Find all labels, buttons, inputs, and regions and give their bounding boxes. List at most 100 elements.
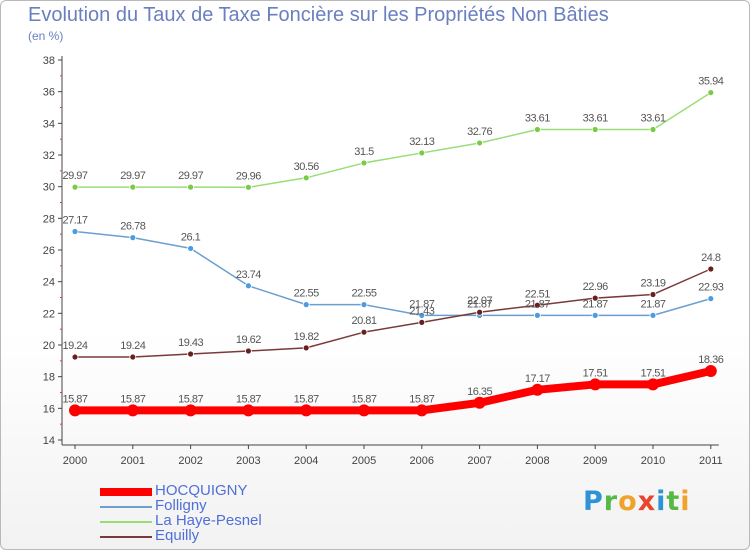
y-tick-label: 16	[43, 403, 55, 415]
data-label: 21.87	[583, 298, 608, 310]
data-label: 15.87	[294, 393, 319, 405]
legend-item: Folligny	[100, 497, 350, 514]
legend-item: Equilly	[100, 527, 350, 544]
data-label: 15.87	[409, 393, 434, 405]
x-tick-label: 2007	[467, 455, 491, 467]
data-label: 23.74	[236, 269, 261, 281]
data-label: 31.5	[354, 146, 374, 158]
data-label: 22.55	[294, 288, 319, 300]
data-point	[244, 183, 252, 191]
x-tick-label: 2004	[294, 455, 318, 467]
data-point	[415, 404, 428, 417]
data-point	[649, 311, 657, 319]
data-label: 30.56	[294, 161, 319, 173]
data-label: 15.87	[351, 393, 376, 405]
data-label: 19.82	[294, 331, 319, 343]
series-line-folligny	[74, 230, 712, 317]
data-point	[649, 126, 657, 133]
data-label: 33.61	[583, 113, 608, 125]
data-point	[418, 318, 426, 326]
data-label: 17.51	[583, 367, 608, 379]
data-point	[69, 404, 81, 417]
data-label: 29.97	[120, 170, 145, 182]
data-point	[302, 174, 310, 182]
legend-item: La Haye-Pesnel	[100, 512, 350, 529]
data-point	[129, 353, 137, 361]
series-line-la-haye-pesnel	[74, 91, 712, 189]
data-label: 29.96	[236, 170, 261, 182]
data-point	[358, 404, 370, 417]
data-label: 32.13	[409, 136, 434, 148]
data-label: 29.97	[62, 170, 87, 182]
data-label: 27.17	[62, 214, 87, 226]
data-label: 26.1	[181, 231, 201, 243]
data-label: 24.8	[701, 252, 721, 264]
data-point	[647, 378, 659, 391]
data-label: 32.76	[467, 126, 492, 138]
data-point	[591, 294, 599, 302]
x-tick-label: 2009	[583, 455, 607, 467]
data-point	[473, 396, 486, 409]
data-point	[707, 89, 715, 97]
data-point	[71, 228, 79, 235]
proxiti-logo: Proxiti	[583, 486, 691, 517]
data-label: 26.78	[120, 221, 145, 233]
y-tick-label: 34	[43, 118, 55, 130]
legend-label: La Haye-Pesnel	[155, 512, 262, 529]
data-label: 19.43	[178, 337, 203, 349]
data-point	[71, 183, 79, 191]
data-point	[302, 301, 310, 309]
data-point	[531, 383, 544, 396]
data-label: 16.35	[467, 386, 492, 398]
data-label: 23.19	[640, 277, 665, 289]
data-label: 15.87	[62, 393, 87, 405]
series-line-equilly	[74, 268, 712, 358]
legend-label: HOCQUIGNY	[155, 482, 248, 499]
data-label: 33.61	[640, 113, 665, 125]
data-point	[244, 282, 252, 290]
data-point	[244, 347, 252, 355]
legend-label: Folligny	[155, 497, 207, 514]
data-label: 18.36	[698, 354, 723, 366]
data-label: 17.51	[640, 367, 665, 379]
data-label: 21.87	[640, 298, 665, 310]
legend-item: HOCQUIGNY	[100, 482, 350, 499]
data-point	[360, 328, 368, 336]
data-point	[591, 311, 599, 319]
x-tick-label: 2000	[63, 455, 87, 467]
chart-legend: HOCQUIGNY Folligny La Haye-Pesnel Equilly	[100, 482, 350, 544]
data-label: 22.96	[583, 281, 608, 293]
x-tick-label: 2010	[641, 455, 665, 467]
data-label: 20.81	[351, 315, 376, 327]
data-point	[707, 295, 715, 303]
data-point	[360, 301, 368, 309]
data-label: 15.87	[236, 393, 261, 405]
y-tick-label: 14	[43, 435, 55, 447]
data-point	[302, 344, 310, 352]
data-point	[126, 404, 139, 417]
data-point	[534, 126, 541, 133]
y-tick-label: 26	[43, 245, 55, 257]
x-tick-label: 2006	[410, 455, 434, 467]
data-point	[476, 139, 484, 147]
data-point	[418, 149, 426, 157]
data-point	[476, 308, 484, 316]
data-point	[242, 404, 255, 417]
data-point	[187, 350, 195, 358]
data-label: 35.94	[698, 76, 723, 88]
data-label: 22.55	[351, 288, 376, 300]
legend-swatch	[100, 488, 152, 496]
legend-swatch	[100, 536, 152, 538]
data-point	[129, 183, 137, 191]
x-tick-label: 2005	[352, 455, 376, 467]
data-label: 21.43	[409, 305, 434, 317]
data-label: 22.07	[467, 295, 492, 307]
data-point	[707, 265, 715, 273]
y-tick-label: 38	[43, 55, 55, 67]
data-point	[591, 126, 599, 133]
data-point	[187, 245, 195, 252]
data-label: 21.87	[525, 298, 550, 310]
data-point	[649, 291, 657, 298]
